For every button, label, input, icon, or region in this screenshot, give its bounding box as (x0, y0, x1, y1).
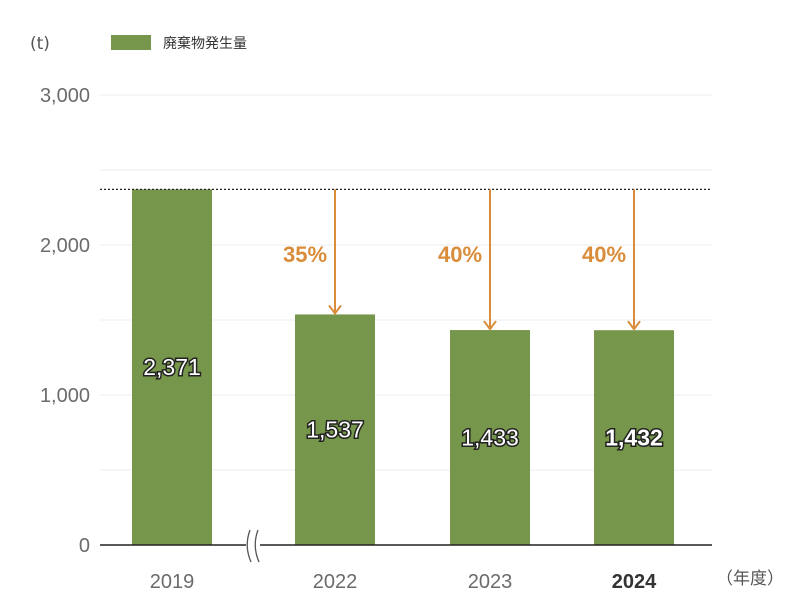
bar-2024 (594, 330, 674, 545)
bar-value-labels: 2,371 1,537 1,433 1,432 (142, 353, 665, 452)
reduction-percent-label: 35% (283, 242, 327, 267)
y-axis-unit-label: (t) (30, 34, 50, 54)
bar-value-label: 1,537 (306, 417, 364, 443)
reduction-percent-label: 40% (438, 242, 482, 267)
bar-2022 (295, 314, 375, 545)
bar-value-label: 2,371 (143, 354, 201, 380)
bar-2023 (450, 330, 530, 545)
reduction-arrowhead (627, 320, 641, 331)
y-axis-ticks: 0 1,000 2,000 3,000 (40, 85, 90, 557)
y-tick-label: 2,000 (40, 235, 90, 257)
reduction-arrowhead (328, 304, 342, 316)
bar-value-label: 1,432 (605, 425, 663, 451)
y-tick-label: 0 (79, 535, 90, 557)
x-tick-label: 2019 (150, 571, 195, 593)
x-axis (100, 529, 712, 563)
x-tick-label: 2022 (313, 571, 358, 593)
bars (132, 189, 674, 545)
bar-2019 (132, 189, 212, 545)
y-tick-label: 3,000 (40, 85, 90, 107)
axis-break-mark (246, 529, 252, 563)
legend-label: 廃棄物発生量 (163, 35, 247, 52)
x-axis-ticks: 2019 2022 2023 2024 (150, 571, 657, 593)
y-tick-label: 1,000 (40, 385, 90, 407)
x-axis-unit-label: （年度） (716, 569, 784, 589)
axis-break-mark (254, 529, 260, 563)
axis-break-gap (246, 542, 260, 548)
reduction-percent-label: 40% (582, 242, 626, 267)
legend-swatch (111, 35, 151, 50)
reduction-arrowhead (483, 320, 497, 331)
reduction-arrows: 35% 40% 40% (283, 189, 641, 331)
legend: 廃棄物発生量 (111, 35, 247, 52)
bar-value-label: 1,433 (461, 425, 519, 451)
x-tick-label: 2023 (468, 571, 513, 593)
x-tick-label: 2024 (612, 571, 657, 593)
